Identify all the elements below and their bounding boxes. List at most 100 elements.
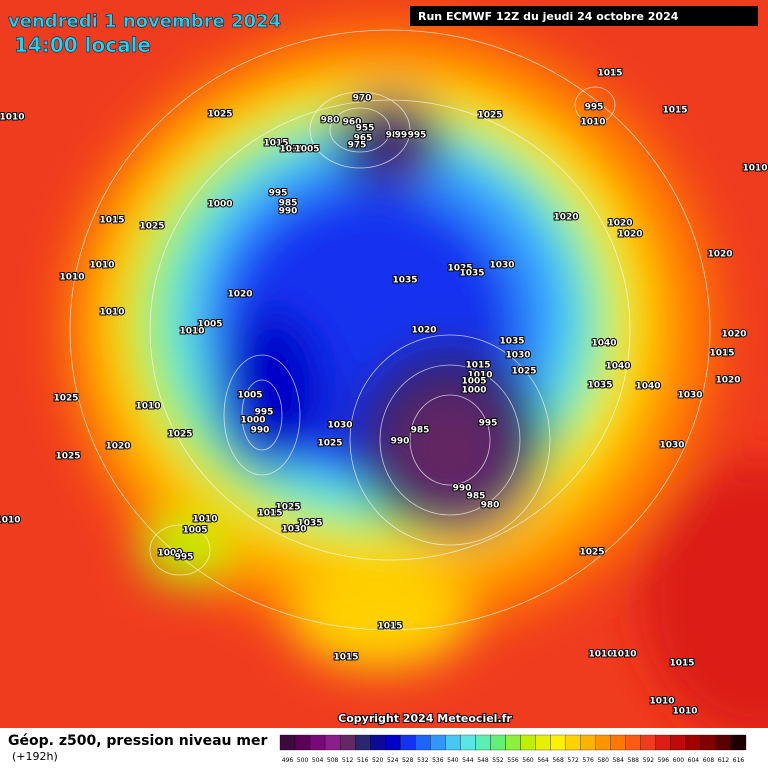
- colorbar-label: 608: [703, 757, 715, 764]
- pressure-label: 1010: [580, 118, 605, 128]
- pressure-label: 1015: [263, 139, 288, 149]
- pressure-label: 1015: [377, 622, 402, 632]
- colorbar-swatch: [655, 734, 671, 751]
- colorbar-label: 552: [492, 757, 504, 764]
- pressure-label: 1015: [662, 106, 687, 116]
- pressure-label: 1025: [275, 503, 300, 513]
- colorbar-swatch: [550, 734, 566, 751]
- colorbar-label: 516: [357, 757, 369, 764]
- colorbar-label: 572: [567, 757, 579, 764]
- colorbar-label: 512: [342, 757, 354, 764]
- pressure-label: 1020: [553, 213, 578, 223]
- colorbar-swatch: [580, 734, 596, 751]
- pressure-label: 1015: [99, 216, 124, 226]
- colorbar-swatch: [565, 734, 581, 751]
- pressure-label: 1010: [59, 273, 84, 283]
- colorbar-swatch: [445, 734, 461, 751]
- colorbar-swatch: [610, 734, 626, 751]
- colorbar-swatch: [475, 734, 491, 751]
- pressure-label: 990: [391, 437, 410, 447]
- colorbar-swatch: [309, 734, 326, 751]
- pressure-label: 985: [467, 492, 486, 502]
- pressure-label: 995: [479, 419, 498, 429]
- colorbar-swatch: [490, 734, 506, 751]
- pressure-label: 1020: [721, 330, 746, 340]
- pressure-label: 1000: [207, 200, 232, 210]
- pressure-label: 1025: [579, 548, 604, 558]
- pressure-label: 1035: [392, 276, 417, 286]
- pressure-label: 1005: [237, 391, 262, 401]
- pressure-label: 1015: [465, 361, 490, 371]
- run-info: Run ECMWF 12Z du jeudi 24 octobre 2024: [418, 10, 679, 23]
- colorbar-swatch: [339, 734, 356, 751]
- pressure-label: 985: [386, 131, 405, 141]
- isobars: [69, 29, 711, 631]
- pressure-label: 1000: [461, 386, 486, 396]
- pressure-label: 1010: [99, 308, 124, 318]
- colorbar-label: 500: [297, 757, 309, 764]
- colorbar-label: 508: [327, 757, 339, 764]
- colorbar-label: 532: [417, 757, 429, 764]
- colorbar-swatch: [294, 734, 311, 751]
- colorbar: 496 500 504 508 512 516 520 524 528 532 536 540 544 5…: [279, 734, 747, 764]
- colorbar-swatch: [520, 734, 536, 751]
- colorbar-label: 524: [387, 757, 399, 764]
- colorbar-label: 528: [402, 757, 414, 764]
- colorbar-label: 520: [372, 757, 384, 764]
- pressure-label: 1020: [607, 219, 632, 229]
- copyright: Copyright 2024 Meteociel.fr: [338, 712, 512, 725]
- pressure-label: 970: [353, 94, 372, 104]
- colorbar-swatch: [370, 734, 386, 751]
- pressure-label: 1025: [317, 439, 342, 449]
- pressure-label: 990: [395, 131, 414, 141]
- colorbar-swatch: [324, 734, 341, 751]
- colorbar-label: 536: [432, 757, 444, 764]
- pressure-label: 1025: [477, 111, 502, 121]
- pressure-label: 1010: [279, 145, 304, 155]
- pressure-label: 965: [354, 134, 373, 144]
- colorbar-label: 564: [537, 757, 549, 764]
- pressure-label: 1015: [257, 509, 282, 519]
- pressure-label: 995: [585, 103, 604, 113]
- colorbar-swatch: [685, 734, 702, 751]
- pressure-label: 990: [453, 484, 472, 494]
- colorbar-label: 588: [628, 757, 640, 764]
- pressure-label: 1010: [672, 707, 697, 717]
- pressure-label: 1025: [447, 264, 472, 274]
- pressure-label: 1030: [505, 351, 530, 361]
- pressure-label: 1010: [135, 402, 160, 412]
- colorbar-swatch: [625, 734, 641, 751]
- colorbar-label: 616: [733, 757, 745, 764]
- forecast-time: 14:00 locale: [14, 33, 151, 57]
- pressure-label: 1025: [511, 367, 536, 377]
- pressure-label: 1035: [499, 337, 524, 347]
- colorbar-swatch: [715, 734, 732, 751]
- pressure-label: 1015: [597, 69, 622, 79]
- pressure-label: 1005: [294, 145, 319, 155]
- legend-title: Géop. z500, pression niveau mer: [8, 733, 267, 749]
- colorbar-swatch: [700, 734, 717, 751]
- colorbar-label: 576: [582, 757, 594, 764]
- pressure-label: 1010: [0, 113, 25, 123]
- pressure-label: 960: [343, 118, 362, 128]
- pressure-label: 1020: [105, 442, 130, 452]
- pressure-label: 1010: [192, 515, 217, 525]
- pressure-label: 1010: [611, 650, 636, 660]
- colorbar-label: 580: [597, 757, 609, 764]
- pressure-label: 995: [269, 189, 288, 199]
- colorbar-label: 548: [477, 757, 489, 764]
- pressure-label: 1040: [605, 362, 630, 372]
- pressure-label: 985: [279, 199, 298, 209]
- colorbar-label: 584: [612, 757, 624, 764]
- pressure-label: 1010: [467, 371, 492, 381]
- pressure-label: 1005: [182, 526, 207, 536]
- pressure-label: 1030: [327, 421, 352, 431]
- colorbar-label: 540: [447, 757, 459, 764]
- pressure-label: 1035: [587, 381, 612, 391]
- colorbar-swatch: [670, 734, 687, 751]
- pressure-label: 975: [348, 141, 367, 151]
- pressure-label: 1030: [489, 261, 514, 271]
- run-banner: [410, 6, 758, 26]
- colorbar-swatch: [460, 734, 476, 751]
